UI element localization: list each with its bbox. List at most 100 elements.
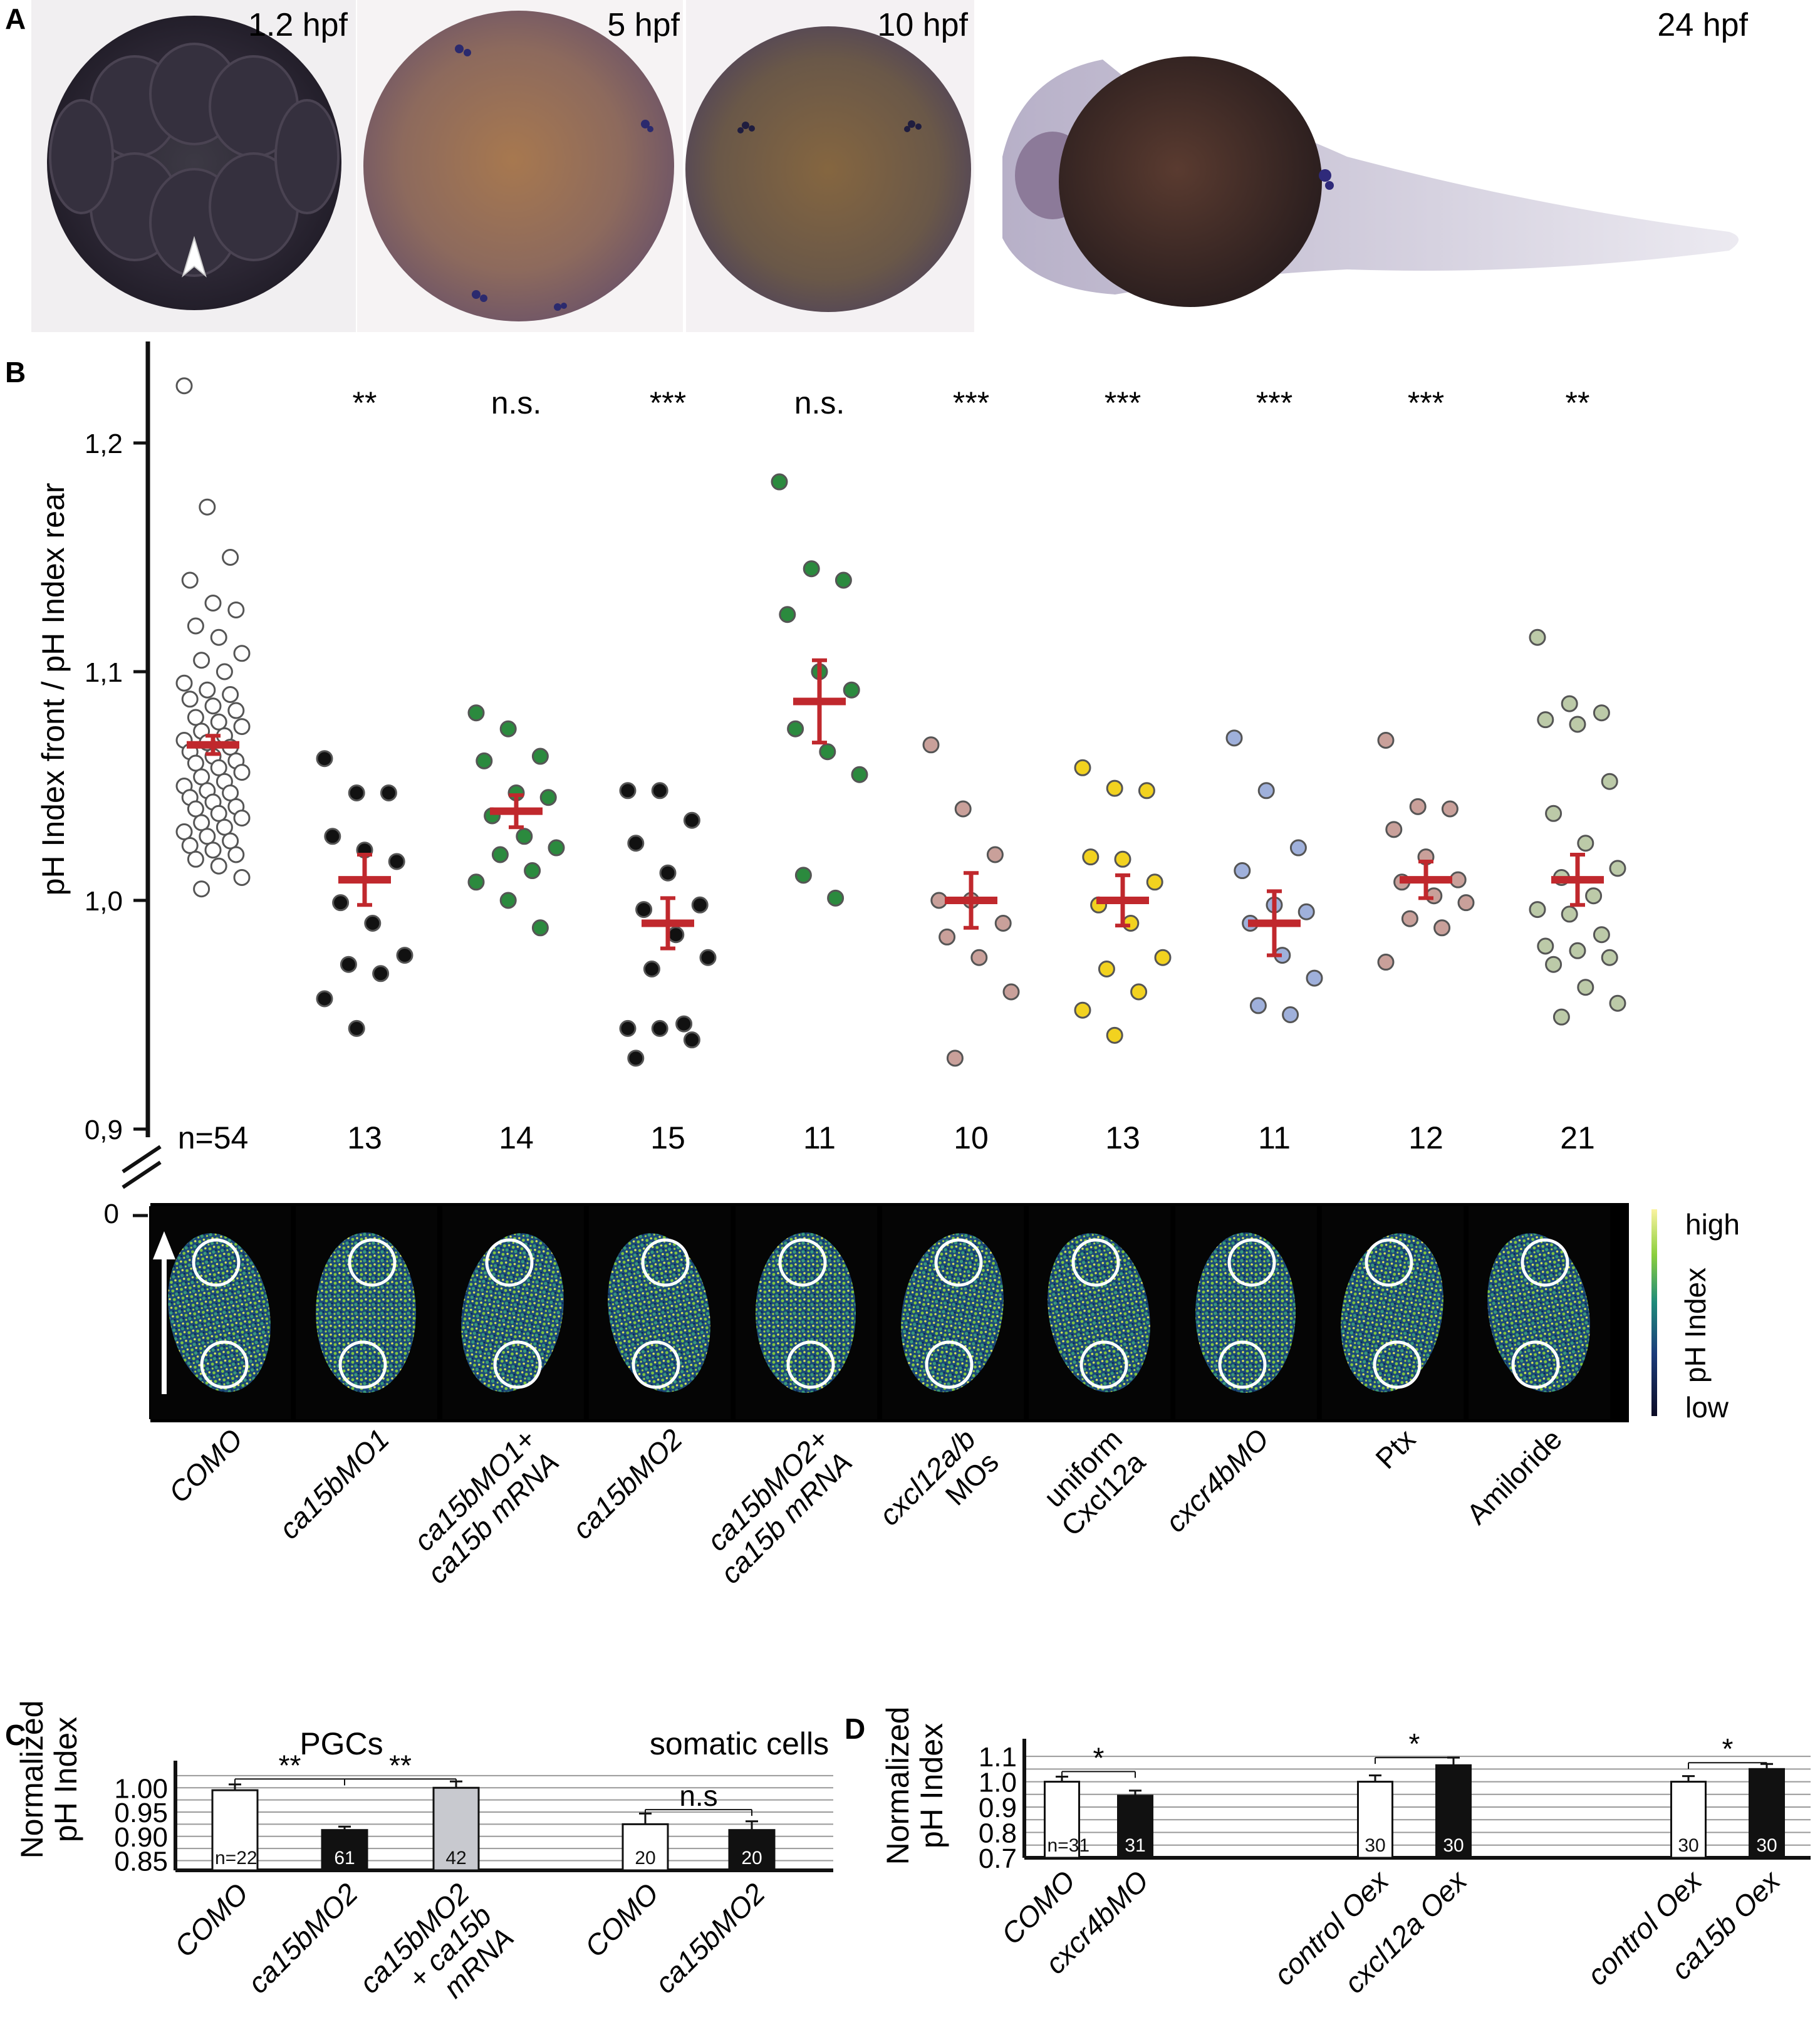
data-point	[683, 811, 700, 829]
tick-label: 1.00	[114, 1773, 168, 1804]
data-point	[210, 857, 227, 875]
data-point	[348, 1019, 365, 1037]
panel-c-bar-chart: 0.850.900.951.00 n=22 COMO 61 ca15bMO2 42 ca15…	[114, 1749, 833, 2004]
panel-b: B pH Index front / pH Index rear 0,9 1,0…	[5, 341, 1740, 1590]
panel-b-y-axis-label: pH Index front / pH Index rear	[36, 483, 71, 896]
condition-label-line: Ptx	[1369, 1422, 1422, 1475]
embryo-image-10hpf	[685, 0, 974, 332]
significance-label: ***	[650, 385, 686, 420]
data-point	[1098, 961, 1115, 977]
data-point	[627, 1050, 645, 1067]
data-point	[1449, 871, 1467, 888]
data-point	[1561, 695, 1578, 712]
condition-label: cxcr4bMO	[1159, 1422, 1275, 1538]
axis-break	[122, 1145, 162, 1189]
tick-label-1-1: 1,1	[85, 657, 123, 688]
condition-label-line: cxcr4bMO	[1159, 1422, 1275, 1538]
sample-size-label: 21	[1560, 1120, 1595, 1155]
front-roi-circle	[1227, 1238, 1276, 1287]
stage-label-2: 5 hpf	[607, 7, 680, 43]
bar-category-label: ca15bMO2	[241, 1877, 364, 1999]
data-point	[794, 867, 812, 884]
significance-label: **	[389, 1749, 412, 1781]
colorbar-title: pH Index	[1679, 1268, 1712, 1383]
data-point	[233, 764, 251, 781]
data-point	[204, 697, 222, 715]
data-point	[819, 743, 836, 761]
data-point	[1225, 729, 1243, 747]
cell-image	[316, 1232, 416, 1393]
bar	[1117, 1795, 1153, 1859]
data-point	[1002, 983, 1020, 1001]
rear-roi-circle	[1511, 1340, 1560, 1389]
significance-label: *	[1722, 1732, 1734, 1765]
data-point	[1106, 1026, 1123, 1044]
panel-b-sample-sizes: n=54 13 14 15 11 10 13 11 12 21	[178, 1120, 1595, 1155]
data-point	[651, 782, 668, 800]
data-point	[181, 690, 199, 708]
data-point	[216, 663, 233, 680]
condition-label: Amiloride	[1460, 1422, 1568, 1530]
embryo-image-1-2hpf	[31, 0, 356, 332]
data-point	[204, 841, 222, 859]
data-point	[1306, 969, 1323, 987]
stage-label-4: 24 hpf	[1657, 7, 1748, 43]
bar	[321, 1829, 368, 1872]
bar-category-label-line: COMO	[168, 1877, 254, 1963]
sample-size-label: 12	[1408, 1120, 1443, 1155]
data-point	[1154, 949, 1172, 966]
data-point	[1529, 901, 1546, 919]
tick-label: 1.0	[979, 1768, 1017, 1798]
panel-d-bar-chart: 0.70.80.91.01.1n=31COMO31cxcr4bMO30contr…	[979, 1727, 1811, 1999]
data-point	[233, 869, 251, 886]
data-point	[193, 880, 211, 898]
data-point	[771, 473, 788, 491]
bar-category-label-line: ca15bMO2	[648, 1877, 771, 1999]
data-point	[675, 1015, 693, 1033]
condition-label: COMO	[162, 1422, 249, 1509]
panel-d: D Normalized pH Index 0.70.80.91.01.1 n=3…	[845, 1707, 1811, 1999]
data-point	[619, 782, 637, 800]
data-point	[1609, 860, 1626, 877]
data-point	[1425, 887, 1443, 905]
data-point	[467, 704, 485, 722]
data-point	[635, 901, 653, 919]
bar	[1357, 1781, 1393, 1859]
data-point	[364, 915, 382, 932]
data-point	[531, 748, 549, 765]
data-point	[324, 828, 341, 845]
panel-b-condition-labels: COMO ca15bMO1 ca15bMO1+ca15b mRNA ca15bMO2 c…	[162, 1422, 1568, 1590]
data-point	[222, 832, 239, 850]
tick-label: 0.7	[979, 1843, 1017, 1874]
data-point	[619, 1019, 637, 1037]
data-point	[548, 839, 565, 857]
condition-label-line: ca15bMO2	[566, 1422, 689, 1545]
data-point	[643, 961, 660, 977]
data-point	[1433, 919, 1451, 937]
tick-label: 0.90	[114, 1822, 168, 1853]
data-point	[651, 1019, 668, 1037]
tick-label: 0.95	[114, 1798, 168, 1828]
sample-size-label: 11	[803, 1120, 836, 1155]
data-point	[210, 713, 227, 731]
panel-b-y-ticks: 0,9 1,0 1,1 1,2	[85, 429, 148, 1145]
sample-size-label: 15	[650, 1120, 685, 1155]
group-label-pgcs: PGCs	[299, 1726, 383, 1761]
panel-c-y-label-1: Normalized	[14, 1701, 49, 1859]
group-label-somatic-cells: somatic cells	[650, 1726, 829, 1761]
data-point	[1609, 994, 1626, 1012]
data-point	[340, 956, 357, 973]
data-point	[332, 894, 350, 912]
data-point	[187, 754, 204, 772]
data-point	[227, 846, 245, 863]
data-point	[516, 828, 533, 845]
front-roi-circle	[1365, 1238, 1413, 1287]
significance-label: *	[1093, 1741, 1105, 1774]
front-roi-circle	[641, 1238, 690, 1287]
data-point	[491, 846, 509, 863]
data-point	[1130, 983, 1148, 1001]
data-point	[1138, 782, 1155, 800]
bar-n-label: 30	[1365, 1835, 1385, 1856]
data-point	[233, 810, 251, 827]
